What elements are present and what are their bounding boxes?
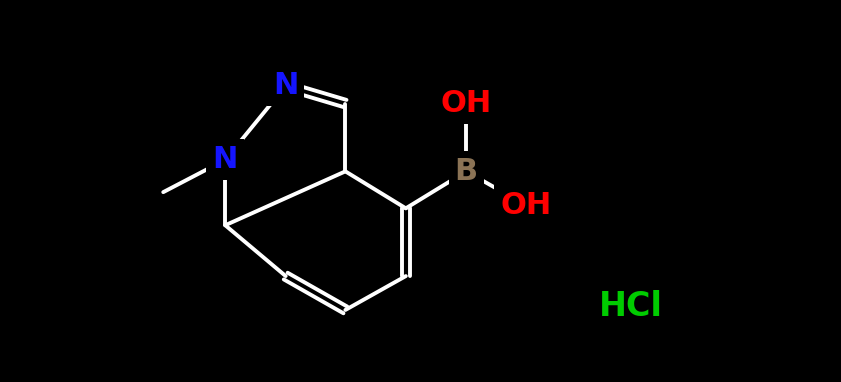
Text: N: N — [273, 71, 299, 100]
Text: OH: OH — [500, 191, 552, 220]
Text: B: B — [455, 157, 478, 186]
Text: N: N — [213, 145, 238, 174]
Text: OH: OH — [441, 89, 492, 118]
Text: HCl: HCl — [599, 290, 663, 323]
